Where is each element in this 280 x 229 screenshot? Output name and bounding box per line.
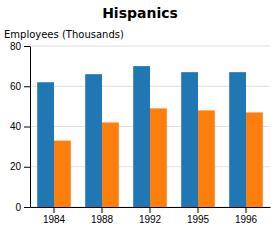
tick: 0 — [15, 202, 30, 213]
series — [54, 108, 263, 207]
tick-label: 60 — [10, 81, 22, 92]
tick-label: 1984 — [43, 214, 66, 225]
bar — [85, 74, 102, 207]
tick-mark — [54, 207, 55, 213]
tick: 1988 — [91, 207, 114, 225]
title: Hispanics — [102, 5, 178, 21]
tick-mark — [102, 207, 103, 213]
tick: 60 — [10, 81, 30, 92]
tick-mark — [24, 86, 30, 87]
y-axis-label: Employees (Thousands) — [4, 29, 124, 40]
bar — [229, 72, 246, 207]
tick-mark — [24, 46, 30, 47]
bar — [246, 112, 263, 207]
tick-label: 1988 — [91, 214, 114, 225]
tick: 80 — [10, 41, 30, 52]
tick-mark — [198, 207, 199, 213]
tick-label: 1995 — [187, 214, 210, 225]
tick: 1996 — [235, 207, 258, 225]
x-axis: 1984 1988 1992 1995 1996 — [31, 207, 271, 225]
tick-mark — [24, 127, 30, 128]
tick-mark — [246, 207, 247, 213]
grid-line — [30, 46, 270, 47]
bar — [54, 141, 71, 207]
plot: Employees (Thousands) 1984 1988 1992 1995 199… — [4, 29, 271, 225]
chart: HispanicsEmployees (Thousands)1984198819… — [0, 0, 280, 229]
tick: 1984 — [43, 207, 66, 225]
bar — [150, 108, 167, 207]
bar — [198, 110, 215, 207]
tick-mark — [24, 207, 30, 208]
tick-mark — [150, 207, 151, 213]
tick: 1995 — [187, 207, 210, 225]
bars — [37, 66, 263, 207]
tick: 1992 — [139, 207, 162, 225]
tick-label: 20 — [10, 161, 22, 172]
bar — [133, 66, 150, 207]
bar — [37, 82, 54, 207]
series — [37, 66, 246, 207]
tick-label: 80 — [10, 41, 22, 52]
tick-label: 40 — [10, 121, 22, 132]
tick-label: 0 — [15, 202, 21, 213]
tick-mark — [24, 167, 30, 168]
bar — [102, 122, 119, 207]
bar — [181, 72, 198, 207]
grid — [30, 46, 270, 207]
tick: 40 — [10, 121, 30, 132]
axis-line — [30, 47, 31, 208]
tick-label: 1996 — [235, 214, 258, 225]
tick-label: 1992 — [139, 214, 162, 225]
tick: 20 — [10, 161, 30, 172]
y-axis: 0 20 40 60 80 — [10, 41, 31, 213]
